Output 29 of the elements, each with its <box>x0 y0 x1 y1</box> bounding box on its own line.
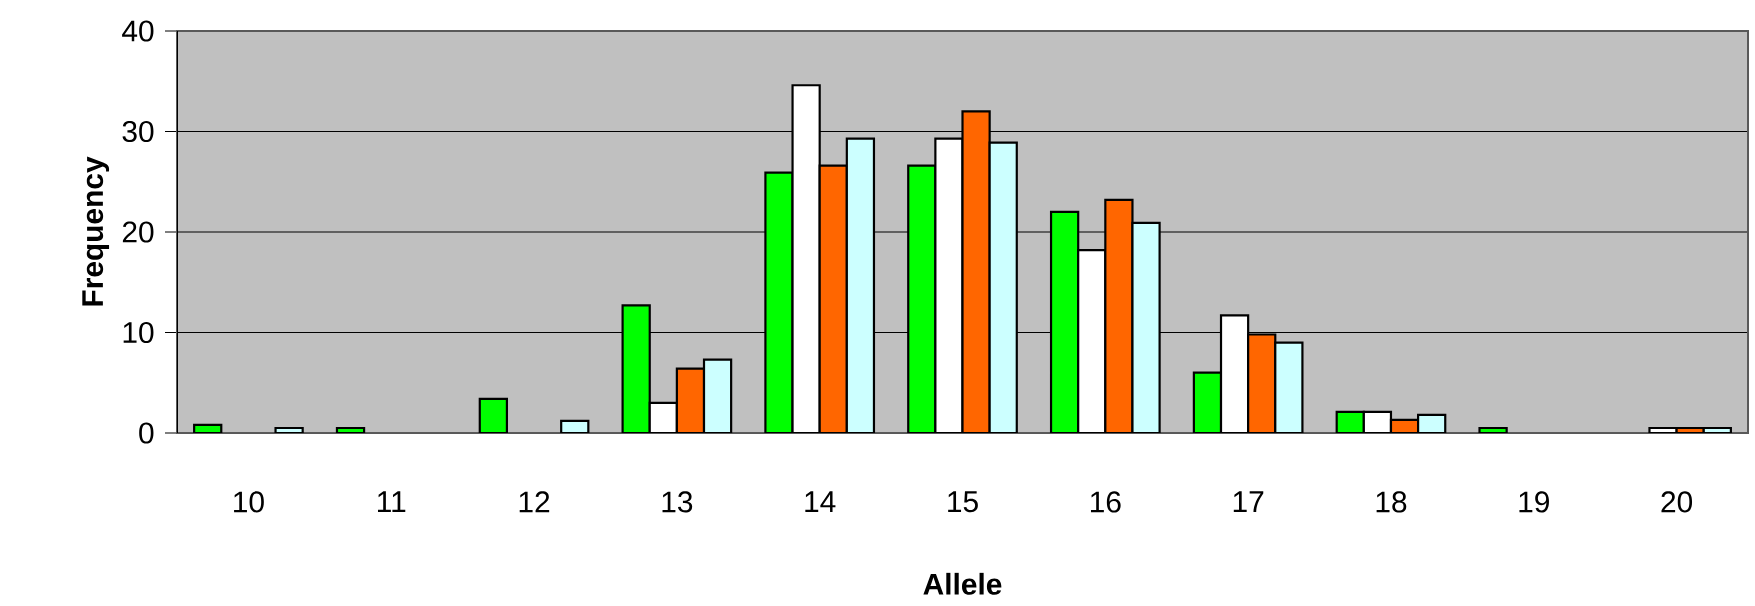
x-tick-label: 10 <box>234 491 264 513</box>
x-tick-label: 19 <box>1519 491 1549 513</box>
y-axis-title: Frequency <box>82 156 110 306</box>
bar <box>818 164 848 433</box>
x-axis-title: Allele <box>923 572 1002 595</box>
y-tick-label: 0 <box>139 422 154 444</box>
bar <box>1049 210 1080 433</box>
x-tick-label: 16 <box>1090 491 1121 513</box>
x-tick-label: 20 <box>1661 491 1693 513</box>
x-tick-label: 11 <box>378 491 406 512</box>
x-tick-label: 12 <box>519 491 550 513</box>
x-tick-label: 17 <box>1233 491 1264 512</box>
y-tick-label: 30 <box>122 120 154 143</box>
bar <box>1247 333 1277 433</box>
x-tick-label: 18 <box>1376 491 1407 513</box>
bar <box>1274 341 1304 433</box>
y-tick-label: 20 <box>122 221 154 243</box>
x-tick-label: 15 <box>948 491 978 513</box>
bar <box>621 304 651 433</box>
x-tick-label: 13 <box>662 491 693 513</box>
bar <box>961 110 991 433</box>
x-tick-label: 14 <box>805 491 836 512</box>
bar <box>845 137 876 433</box>
bar <box>1104 198 1134 433</box>
bar <box>988 141 1018 433</box>
y-tick-label: 10 <box>123 321 154 344</box>
bar <box>1131 221 1161 433</box>
y-tick-label: 40 <box>122 20 154 42</box>
bar <box>907 164 937 433</box>
